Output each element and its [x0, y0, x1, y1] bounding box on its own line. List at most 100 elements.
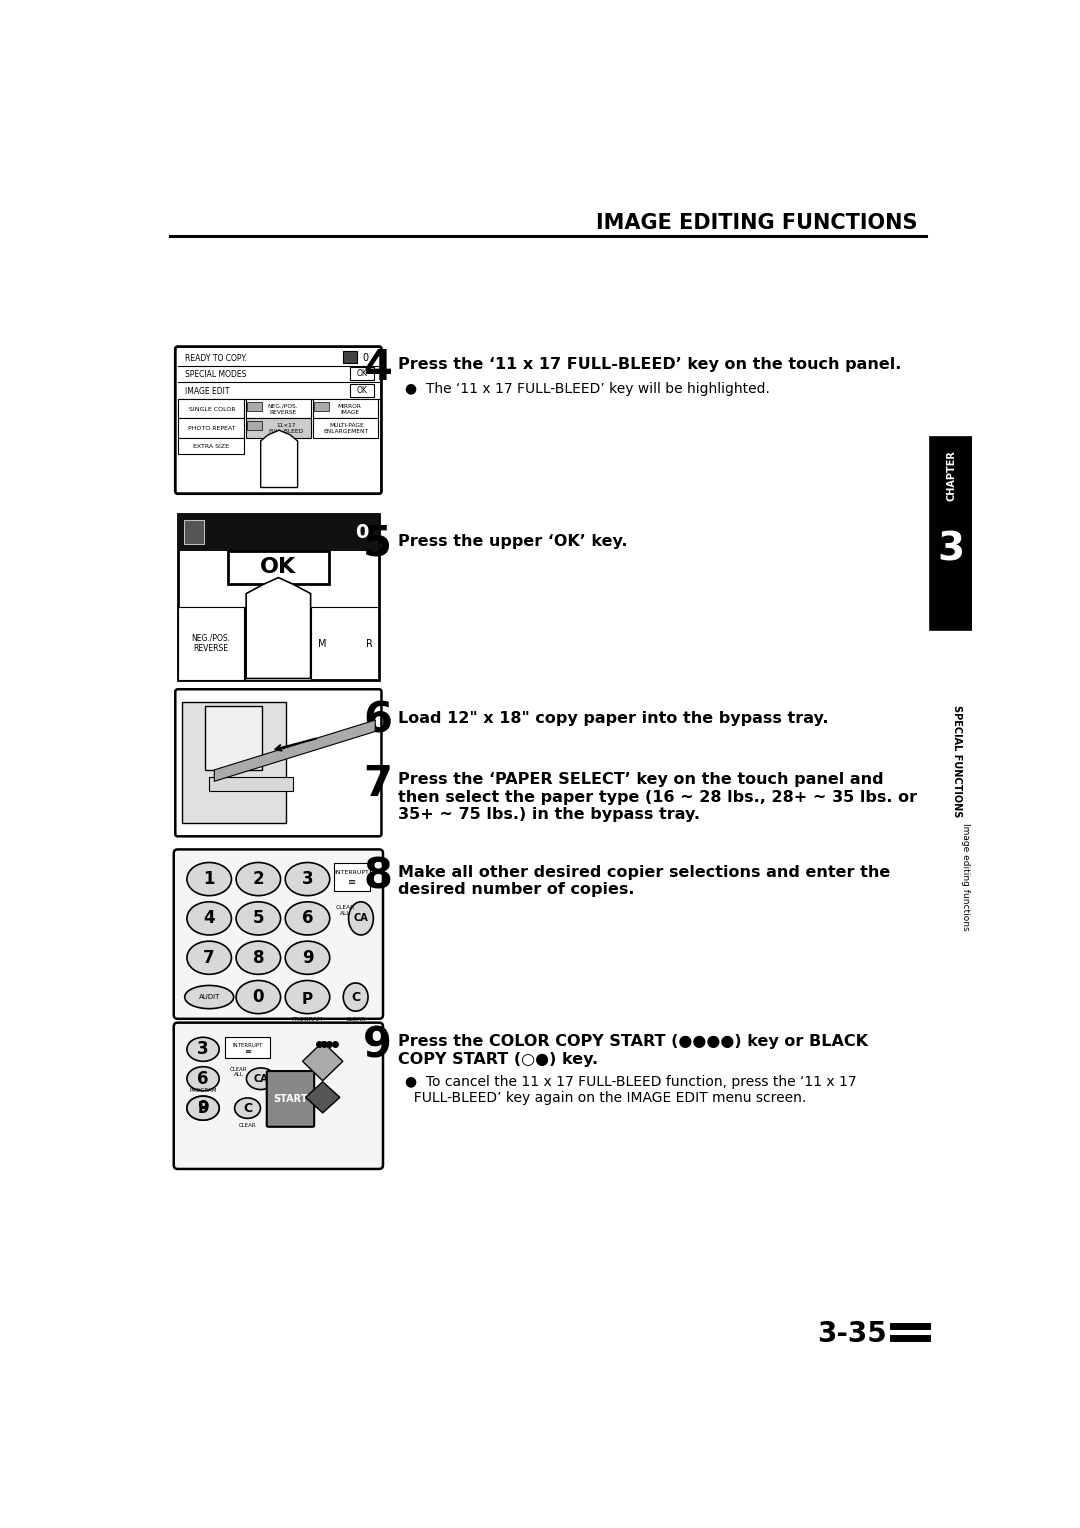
- FancyBboxPatch shape: [178, 419, 244, 437]
- Ellipse shape: [187, 1067, 219, 1091]
- Ellipse shape: [237, 862, 281, 895]
- Text: 5: 5: [253, 909, 265, 927]
- Text: 7: 7: [203, 949, 215, 967]
- Text: 3: 3: [937, 530, 964, 568]
- Text: MIRROR
IMAGE: MIRROR IMAGE: [338, 403, 362, 414]
- Text: 9: 9: [363, 1025, 392, 1067]
- Text: READY TO COPY.: READY TO COPY.: [185, 353, 246, 362]
- FancyBboxPatch shape: [174, 850, 383, 1019]
- Text: NEG./POS.
REVERSE: NEG./POS. REVERSE: [267, 403, 298, 414]
- FancyBboxPatch shape: [177, 515, 379, 552]
- Text: 3: 3: [198, 1041, 208, 1059]
- FancyBboxPatch shape: [350, 384, 375, 397]
- Text: 3-35: 3-35: [816, 1320, 887, 1348]
- Text: OK: OK: [260, 558, 296, 578]
- Text: ≡: ≡: [244, 1048, 251, 1056]
- Text: C: C: [351, 990, 361, 1004]
- FancyBboxPatch shape: [313, 399, 378, 419]
- Ellipse shape: [285, 902, 329, 935]
- Text: PROGRAM: PROGRAM: [292, 1016, 323, 1022]
- Text: 0: 0: [355, 523, 368, 542]
- Text: PHOTO REPEAT: PHOTO REPEAT: [188, 426, 235, 431]
- Text: PROGRAM: PROGRAM: [189, 1088, 217, 1093]
- Polygon shape: [214, 720, 375, 781]
- FancyBboxPatch shape: [267, 1071, 314, 1126]
- Text: OK: OK: [356, 387, 367, 394]
- Text: CLEAR
ALL: CLEAR ALL: [336, 905, 354, 915]
- Text: M: M: [319, 639, 326, 648]
- Ellipse shape: [237, 941, 281, 975]
- Ellipse shape: [285, 862, 329, 895]
- FancyBboxPatch shape: [226, 1038, 270, 1057]
- FancyBboxPatch shape: [350, 367, 375, 380]
- FancyBboxPatch shape: [343, 350, 357, 364]
- Text: Image editing functions: Image editing functions: [961, 822, 970, 931]
- FancyBboxPatch shape: [245, 419, 311, 437]
- Ellipse shape: [285, 941, 329, 975]
- Ellipse shape: [185, 986, 233, 1008]
- Text: 9: 9: [301, 949, 313, 967]
- Ellipse shape: [187, 941, 231, 975]
- Text: 7: 7: [363, 762, 392, 805]
- Polygon shape: [260, 431, 298, 487]
- FancyBboxPatch shape: [174, 1022, 383, 1169]
- FancyBboxPatch shape: [228, 552, 328, 584]
- Text: Make all other desired copier selections and enter the
desired number of copies.: Make all other desired copier selections…: [399, 865, 891, 897]
- Ellipse shape: [234, 1099, 260, 1118]
- Polygon shape: [306, 1082, 340, 1112]
- Text: SPECIAL FUNCTIONS: SPECIAL FUNCTIONS: [951, 704, 961, 817]
- Text: Press the ‘11 x 17 FULL-BLEED’ key on the touch panel.: Press the ‘11 x 17 FULL-BLEED’ key on th…: [399, 356, 902, 371]
- FancyBboxPatch shape: [177, 515, 379, 680]
- Text: P: P: [198, 1100, 208, 1115]
- Text: CLEAR
ALL: CLEAR ALL: [230, 1067, 247, 1077]
- Text: ≡: ≡: [348, 877, 356, 886]
- Text: Load 12" x 18" copy paper into the bypass tray.: Load 12" x 18" copy paper into the bypas…: [399, 711, 829, 726]
- Text: 9: 9: [198, 1099, 208, 1117]
- Text: 4: 4: [203, 909, 215, 927]
- FancyBboxPatch shape: [247, 622, 284, 662]
- Text: SINGLE COLOR: SINGLE COLOR: [189, 406, 235, 411]
- Text: EXTRA SIZE: EXTRA SIZE: [193, 443, 229, 449]
- Text: SPECIAL MODES: SPECIAL MODES: [185, 370, 246, 379]
- Text: OK: OK: [356, 370, 367, 379]
- Text: 6: 6: [198, 1070, 208, 1088]
- FancyBboxPatch shape: [247, 402, 261, 411]
- FancyBboxPatch shape: [247, 422, 261, 429]
- Text: 2: 2: [253, 869, 265, 888]
- FancyBboxPatch shape: [181, 701, 286, 822]
- Ellipse shape: [349, 902, 374, 935]
- FancyBboxPatch shape: [930, 437, 972, 630]
- Text: ●  To cancel the 11 x 17 FULL-BLEED function, press the ‘11 x 17
  FULL-BLEED’ k: ● To cancel the 11 x 17 FULL-BLEED funct…: [405, 1076, 856, 1105]
- Polygon shape: [302, 1042, 342, 1080]
- Text: CA: CA: [254, 1074, 268, 1083]
- FancyBboxPatch shape: [175, 347, 381, 494]
- FancyBboxPatch shape: [204, 706, 262, 770]
- FancyBboxPatch shape: [178, 399, 244, 419]
- Text: CHAPTER: CHAPTER: [946, 451, 956, 501]
- FancyBboxPatch shape: [245, 607, 311, 680]
- Text: CLEAR: CLEAR: [346, 1016, 366, 1022]
- FancyBboxPatch shape: [335, 862, 369, 891]
- Text: 6: 6: [301, 909, 313, 927]
- FancyBboxPatch shape: [245, 399, 311, 419]
- Ellipse shape: [187, 902, 231, 935]
- Text: INTERRUPT: INTERRUPT: [335, 869, 369, 876]
- FancyBboxPatch shape: [314, 402, 329, 411]
- FancyBboxPatch shape: [210, 778, 293, 792]
- Text: AUDIT: AUDIT: [199, 995, 220, 999]
- FancyBboxPatch shape: [313, 419, 378, 437]
- Text: 8: 8: [253, 949, 265, 967]
- Text: C: C: [243, 1102, 252, 1114]
- Text: CLEAR: CLEAR: [239, 1123, 256, 1128]
- Text: 11×17
FULL-BLEED: 11×17 FULL-BLEED: [268, 423, 303, 434]
- FancyBboxPatch shape: [175, 689, 381, 836]
- Text: 3: 3: [301, 869, 313, 888]
- Ellipse shape: [237, 981, 281, 1013]
- Text: R: R: [366, 639, 374, 648]
- FancyBboxPatch shape: [184, 520, 204, 544]
- Text: IMAGE EDITING FUNCTIONS: IMAGE EDITING FUNCTIONS: [596, 214, 918, 234]
- Text: Press the upper ‘OK’ key.: Press the upper ‘OK’ key.: [399, 533, 627, 549]
- Text: START: START: [273, 1094, 308, 1103]
- Ellipse shape: [343, 983, 368, 1012]
- Ellipse shape: [187, 862, 231, 895]
